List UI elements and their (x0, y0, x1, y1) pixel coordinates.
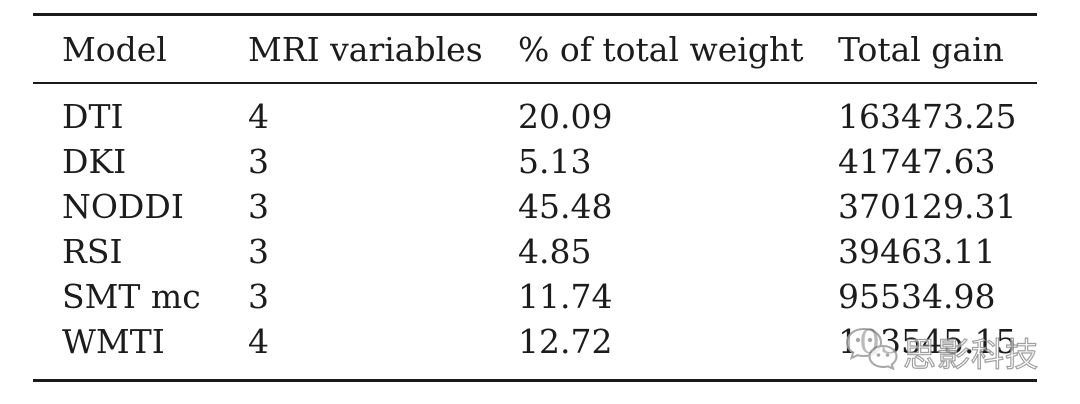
cell-variables: 4 (248, 97, 269, 136)
cell-model: SMT mc (62, 277, 201, 316)
cell-pct-weight: 20.09 (518, 97, 613, 136)
table-bottom-rule (33, 379, 1037, 382)
cell-total-gain: 370129.31 (838, 187, 1017, 226)
cell-total-gain: 103545.15 (838, 322, 1017, 361)
paper-table: Model MRI variables % of total weight To… (33, 13, 1037, 382)
cell-variables: 3 (248, 187, 269, 226)
table-top-rule (33, 13, 1037, 16)
table-header-row: Model MRI variables % of total weight To… (33, 16, 1037, 82)
cell-variables: 4 (248, 322, 269, 361)
cell-pct-weight: 4.85 (518, 232, 592, 271)
cell-pct-weight: 5.13 (518, 142, 592, 181)
table-body: DTI 4 20.09 163473.25 DKI 3 5.13 41747.6… (33, 84, 1037, 379)
cell-variables: 3 (248, 142, 269, 181)
cell-total-gain: 41747.63 (838, 142, 996, 181)
column-header-pct-weight: % of total weight (518, 29, 804, 69)
table-row: RSI 3 4.85 39463.11 (33, 229, 1037, 274)
column-header-mri-variables: MRI variables (248, 29, 483, 69)
cell-model: DTI (62, 97, 124, 136)
cell-model: DKI (62, 142, 127, 181)
table-row: DKI 3 5.13 41747.63 (33, 139, 1037, 184)
cell-total-gain: 163473.25 (838, 97, 1017, 136)
table-row: DTI 4 20.09 163473.25 (33, 94, 1037, 139)
cell-total-gain: 95534.98 (838, 277, 996, 316)
table-row: SMT mc 3 11.74 95534.98 (33, 274, 1037, 319)
cell-pct-weight: 11.74 (518, 277, 613, 316)
table-row: NODDI 3 45.48 370129.31 (33, 184, 1037, 229)
cell-variables: 3 (248, 277, 269, 316)
cell-pct-weight: 45.48 (518, 187, 613, 226)
column-header-total-gain: Total gain (838, 29, 1004, 69)
cell-total-gain: 39463.11 (838, 232, 996, 271)
table-row: WMTI 4 12.72 103545.15 (33, 319, 1037, 364)
column-header-model: Model (62, 29, 167, 69)
cell-pct-weight: 12.72 (518, 322, 613, 361)
table-mid-rule (33, 82, 1037, 84)
cell-model: WMTI (62, 322, 165, 361)
cell-model: RSI (62, 232, 123, 271)
cell-variables: 3 (248, 232, 269, 271)
cell-model: NODDI (62, 187, 184, 226)
